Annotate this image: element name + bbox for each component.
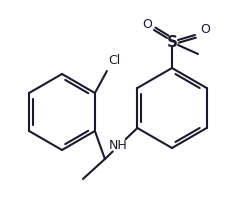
Text: O: O [200, 22, 210, 36]
Text: O: O [142, 18, 152, 31]
Text: S: S [167, 34, 178, 49]
Text: NH: NH [109, 140, 128, 153]
Text: Cl: Cl [108, 54, 120, 67]
